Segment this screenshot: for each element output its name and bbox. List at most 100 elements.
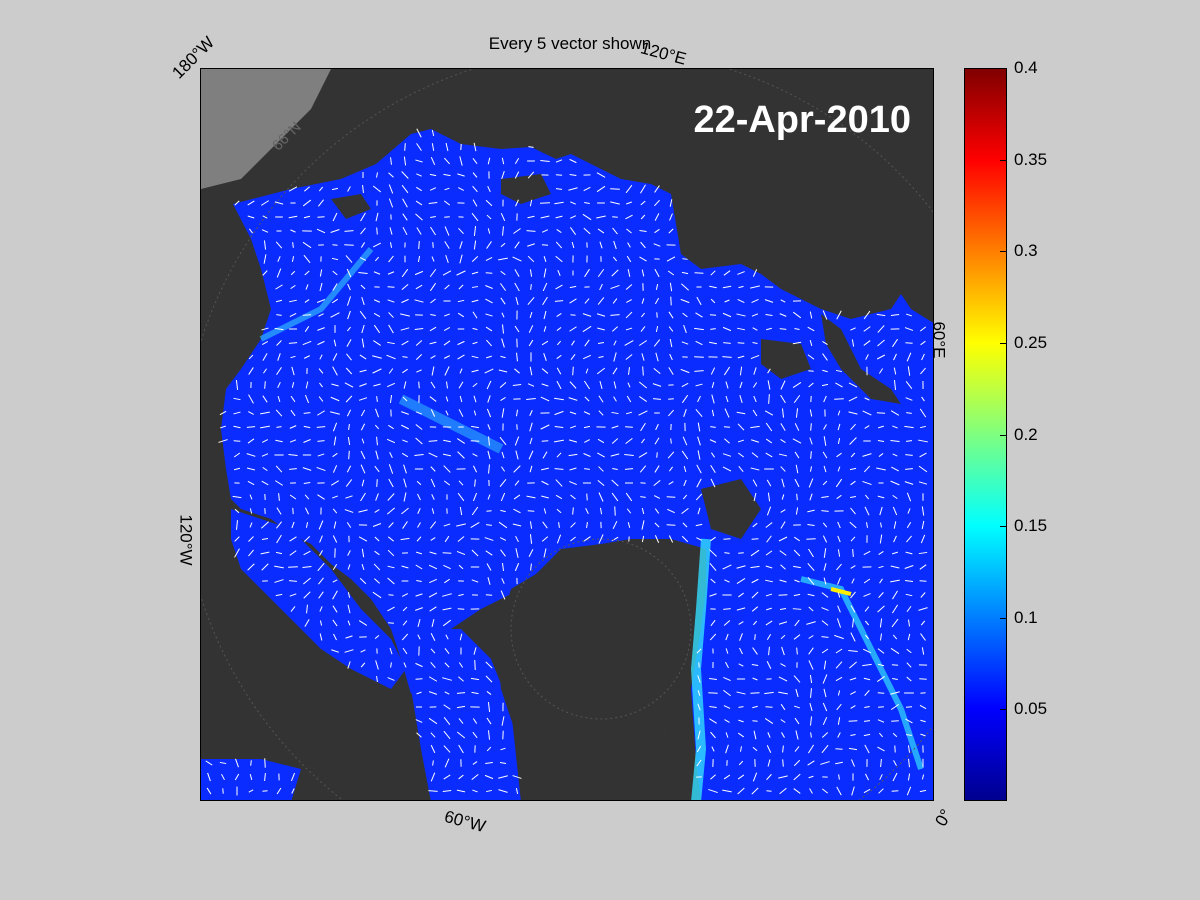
velocity-vector bbox=[892, 506, 898, 516]
velocity-vector bbox=[795, 507, 799, 515]
velocity-vector bbox=[893, 521, 897, 529]
velocity-vector bbox=[709, 439, 717, 443]
velocity-vector bbox=[736, 411, 746, 415]
velocity-vector bbox=[848, 382, 858, 388]
velocity-vector bbox=[373, 312, 381, 318]
velocity-vector bbox=[262, 466, 268, 472]
velocity-vector bbox=[276, 521, 282, 529]
velocity-vector bbox=[849, 661, 857, 669]
velocity-vector bbox=[862, 663, 872, 667]
velocity-vector bbox=[611, 269, 619, 277]
velocity-vector bbox=[541, 480, 549, 486]
velocity-vector bbox=[529, 521, 533, 529]
velocity-vector bbox=[709, 718, 717, 724]
velocity-vector bbox=[458, 593, 464, 597]
velocity-vector bbox=[558, 522, 560, 528]
velocity-vector bbox=[304, 494, 310, 500]
velocity-vector bbox=[344, 649, 354, 653]
velocity-vector bbox=[598, 355, 604, 359]
velocity-vector bbox=[390, 662, 392, 668]
velocity-vector bbox=[276, 268, 282, 278]
velocity-vector bbox=[428, 691, 438, 695]
velocity-vector bbox=[920, 633, 926, 641]
velocity-vector bbox=[402, 226, 408, 236]
velocity-vector bbox=[386, 382, 396, 388]
velocity-vector bbox=[431, 366, 435, 376]
velocity-vector bbox=[793, 788, 801, 794]
velocity-vector bbox=[736, 691, 746, 695]
velocity-vector bbox=[291, 366, 295, 376]
velocity-vector bbox=[780, 634, 786, 640]
velocity-vector bbox=[374, 536, 380, 542]
velocity-vector bbox=[652, 383, 662, 387]
velocity-vector bbox=[556, 340, 562, 346]
velocity-vector bbox=[906, 648, 912, 654]
velocity-vector bbox=[373, 271, 381, 275]
velocity-vector bbox=[864, 494, 870, 500]
velocity-vector bbox=[263, 368, 267, 374]
velocity-vector bbox=[823, 465, 827, 473]
velocity-vector bbox=[738, 621, 744, 625]
velocity-vector bbox=[402, 396, 408, 402]
velocity-vector bbox=[737, 787, 745, 795]
velocity-vector bbox=[502, 324, 504, 334]
velocity-vector bbox=[792, 382, 802, 388]
velocity-vector bbox=[711, 746, 715, 752]
velocity-vector bbox=[571, 340, 575, 346]
velocity-vector bbox=[514, 436, 520, 446]
velocity-vector bbox=[877, 439, 885, 443]
velocity-vector bbox=[821, 495, 829, 499]
velocity-vector bbox=[247, 200, 255, 206]
velocity-vector bbox=[249, 494, 253, 500]
velocity-vector bbox=[863, 593, 871, 597]
velocity-vector bbox=[905, 593, 913, 597]
velocity-vector bbox=[920, 425, 926, 429]
velocity-vector bbox=[316, 228, 326, 234]
velocity-vector bbox=[444, 284, 450, 290]
velocity-vector bbox=[906, 521, 912, 529]
novaya-zemlya bbox=[821, 314, 901, 404]
velocity-vector bbox=[401, 268, 409, 278]
velocity-vector bbox=[358, 509, 368, 513]
velocity-vector bbox=[793, 759, 801, 767]
velocity-vector bbox=[793, 675, 801, 683]
velocity-vector bbox=[274, 201, 284, 205]
velocity-vector bbox=[429, 606, 437, 612]
velocity-vector bbox=[360, 423, 366, 431]
velocity-vector bbox=[486, 339, 492, 347]
velocity-vector bbox=[596, 313, 606, 317]
velocity-vector bbox=[305, 522, 309, 528]
velocity-vector bbox=[416, 369, 422, 373]
velocity-vector bbox=[890, 703, 900, 711]
wrangel-island bbox=[331, 194, 371, 219]
velocity-vector bbox=[415, 213, 423, 221]
velocity-vector bbox=[709, 633, 717, 641]
velocity-vector bbox=[669, 199, 673, 207]
velocity-vector bbox=[403, 464, 407, 474]
velocity-vector bbox=[458, 662, 464, 668]
velocity-vector bbox=[751, 298, 759, 304]
velocity-vector bbox=[554, 397, 564, 401]
velocity-vector bbox=[837, 732, 841, 738]
velocity-vector bbox=[725, 648, 729, 654]
velocity-vector bbox=[376, 479, 378, 487]
velocity-vector bbox=[543, 326, 547, 332]
velocity-vector bbox=[486, 380, 492, 390]
velocity-vector bbox=[513, 228, 521, 234]
velocity-vector bbox=[625, 354, 633, 360]
velocity-vector bbox=[443, 745, 451, 753]
velocity-vector bbox=[823, 577, 827, 585]
velocity-vector bbox=[416, 128, 422, 138]
velocity-vector bbox=[372, 355, 382, 359]
velocity-vector bbox=[358, 271, 368, 275]
velocity-vector bbox=[809, 716, 813, 726]
velocity-vector bbox=[527, 243, 535, 247]
velocity-vector bbox=[472, 311, 478, 319]
velocity-vector bbox=[906, 313, 912, 317]
velocity-vector bbox=[864, 606, 870, 612]
velocity-vector bbox=[429, 187, 437, 191]
velocity-vector bbox=[318, 186, 324, 192]
velocity-vector bbox=[655, 352, 659, 362]
velocity-vector bbox=[585, 508, 589, 514]
svalbard-island bbox=[701, 479, 761, 539]
